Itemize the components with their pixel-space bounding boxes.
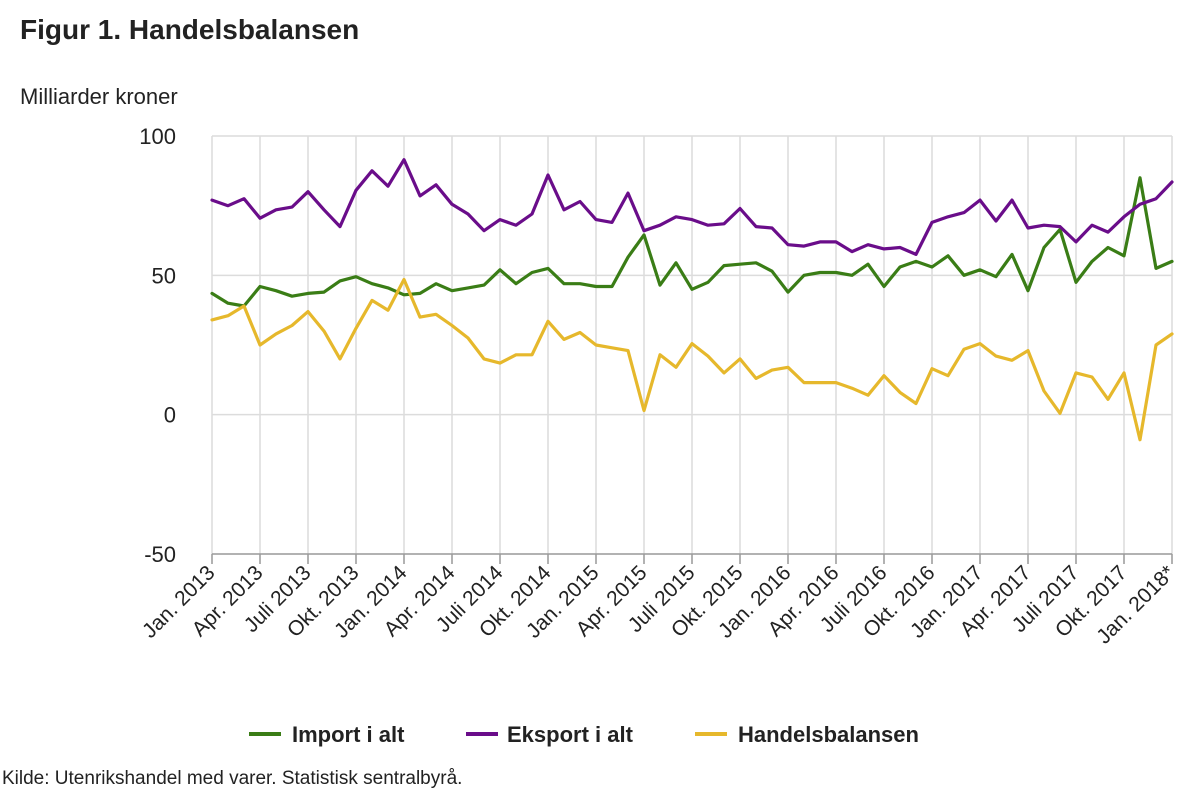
legend-label: Handelsbalansen: [738, 722, 919, 747]
chart-title: Figur 1. Handelsbalansen: [20, 14, 360, 45]
y-axis-label: Milliarder kroner: [20, 84, 178, 109]
series-line-1: [210, 158, 1174, 256]
legend: Import i alt Eksport i alt Handelsbalansen: [249, 722, 919, 747]
series-line-0: [210, 176, 1174, 308]
source-note: Kilde: Utenrikshandel med varer. Statist…: [2, 768, 463, 789]
y-tick-label: 50: [152, 263, 176, 288]
y-tick-label: 0: [164, 403, 176, 428]
legend-label: Eksport i alt: [507, 722, 634, 747]
y-tick-label: 100: [139, 124, 176, 149]
series-line-2: [210, 277, 1174, 442]
legend-label: Import i alt: [292, 722, 405, 747]
y-tick-labels: -50 0 50 100: [139, 124, 176, 567]
series-lines: [210, 158, 1174, 442]
y-tick-label: -50: [144, 542, 176, 567]
axes: [211, 553, 1173, 564]
